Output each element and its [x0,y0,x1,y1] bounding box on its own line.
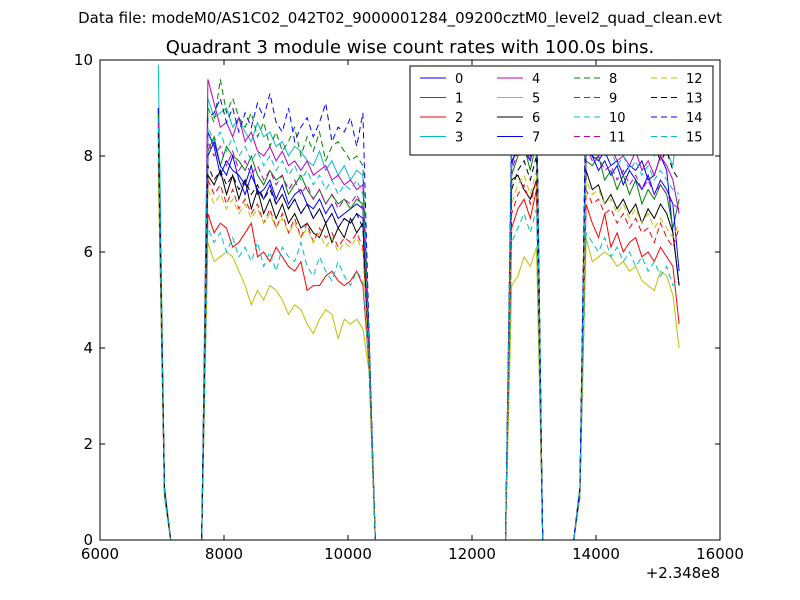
legend-label-0: 0 [455,72,463,87]
y-tick-label-0: 0 [83,531,93,549]
figure-suptitle: Data file: modeM0/AS1C02_042T02_90000012… [78,9,722,28]
legend-entry-5: 5 [497,92,540,107]
legend-entry-4: 4 [497,72,540,87]
legend-label-11: 11 [609,131,626,146]
legend-entry-7: 7 [497,131,540,146]
legend-label-14: 14 [686,111,703,126]
series-line-1 [157,117,680,540]
legend-label-13: 13 [686,92,703,107]
x-tick-label-6000: 6000 [81,545,119,563]
legend-label-4: 4 [532,72,540,87]
y-tick-label-8: 8 [83,147,93,165]
x-tick-label-8000: 8000 [205,545,243,563]
legend-label-10: 10 [609,111,626,126]
series-line-7 [157,127,680,540]
legend-label-2: 2 [455,111,463,126]
y-tick-label-10: 10 [74,51,93,69]
legend-entry-10: 10 [574,111,626,126]
legend-entry-14: 14 [651,111,703,126]
legend-entry-3: 3 [420,131,463,146]
y-tick-label-4: 4 [83,339,93,357]
legend-entry-6: 6 [497,111,540,126]
legend-entry-8: 8 [574,72,617,87]
x-tick-label-12000: 12000 [448,545,496,563]
legend-entry-2: 2 [420,111,463,126]
legend-entry-13: 13 [651,92,703,107]
legend-entry-9: 9 [574,92,617,107]
legend-label-3: 3 [455,131,463,146]
x-tick-label-10000: 10000 [324,545,372,563]
series-line-8 [157,67,680,540]
legend-label-7: 7 [532,131,540,146]
x-offset-label: +2.348e8 [646,564,720,582]
legend-label-9: 9 [609,92,617,107]
x-tick-label-16000: 16000 [696,545,744,563]
series-line-11 [157,122,680,540]
x-tick-label-14000: 14000 [572,545,620,563]
legend-label-6: 6 [532,111,540,126]
legend-label-12: 12 [686,72,703,87]
legend-label-8: 8 [609,72,617,87]
series-line-2 [157,160,680,540]
plot-frame [99,59,721,541]
legend-entry-1: 1 [420,92,463,107]
series-line-15 [157,117,680,540]
series-line-10 [157,146,680,540]
chart-title: Quadrant 3 module wise count rates with … [166,37,655,58]
legend-label-1: 1 [455,92,463,107]
series-line-0 [157,107,680,540]
y-tick-label-6: 6 [83,243,93,261]
series-line-6 [157,136,680,540]
legend-entry-15: 15 [651,131,703,146]
series-line-9 [157,151,680,540]
legend-entry-0: 0 [420,72,463,87]
legend-entry-11: 11 [574,131,626,146]
series-line-12 [157,141,680,540]
series-line-5 [157,175,680,540]
legend-box [409,65,714,156]
legend-label-15: 15 [686,131,703,146]
legend-entry-12: 12 [651,72,703,87]
legend-label-5: 5 [532,92,540,107]
y-tick-label-2: 2 [83,435,93,453]
